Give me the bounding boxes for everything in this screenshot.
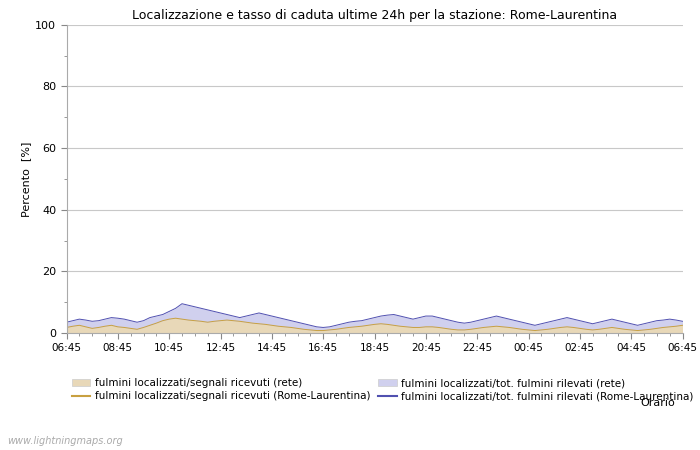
Y-axis label: Percento  [%]: Percento [%] xyxy=(21,141,31,216)
Text: Orario: Orario xyxy=(640,398,676,408)
Text: www.lightningmaps.org: www.lightningmaps.org xyxy=(7,436,122,446)
Title: Localizzazione e tasso di caduta ultime 24h per la stazione: Rome-Laurentina: Localizzazione e tasso di caduta ultime … xyxy=(132,9,617,22)
Legend: fulmini localizzati/segnali ricevuti (rete), fulmini localizzati/segnali ricevut: fulmini localizzati/segnali ricevuti (re… xyxy=(71,378,694,401)
